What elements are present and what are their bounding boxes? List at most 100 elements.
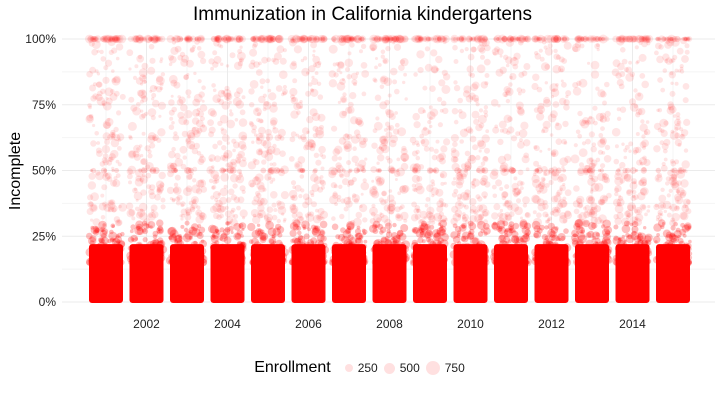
data-point (219, 44, 224, 49)
data-point (220, 127, 224, 131)
data-point (222, 155, 229, 162)
data-point (87, 194, 94, 201)
data-point (320, 180, 327, 187)
data-point (104, 251, 112, 259)
data-point (141, 62, 149, 70)
data-point (616, 107, 621, 112)
data-point (308, 255, 317, 263)
data-point (179, 145, 188, 154)
data-point (212, 231, 220, 239)
data-point (484, 44, 491, 52)
data-point (538, 109, 544, 115)
data-point (492, 193, 498, 199)
data-point (113, 36, 119, 42)
data-point (671, 173, 678, 180)
data-point (332, 39, 336, 43)
data-point (112, 35, 120, 43)
data-point (378, 146, 383, 150)
data-point (218, 253, 224, 260)
data-point (115, 243, 120, 248)
data-point (385, 131, 393, 139)
data-point (304, 259, 310, 266)
data-point (136, 54, 145, 63)
data-point (291, 34, 301, 44)
data-point (467, 259, 473, 265)
data-point (499, 234, 505, 241)
data-point (156, 75, 164, 83)
data-point (177, 233, 182, 238)
data-point (340, 244, 347, 252)
data-point (133, 191, 143, 201)
data-point (585, 138, 591, 145)
data-point (111, 78, 117, 83)
data-point (174, 239, 179, 244)
data-point (223, 149, 233, 159)
data-point (265, 78, 271, 84)
data-point (389, 67, 398, 76)
data-point (210, 195, 215, 200)
data-point (156, 186, 164, 194)
data-point (267, 88, 272, 93)
data-point (496, 248, 500, 252)
data-point (332, 148, 341, 156)
data-point (293, 45, 302, 54)
data-point (315, 159, 322, 166)
data-point (115, 256, 120, 261)
data-point (604, 81, 610, 88)
data-point (237, 140, 247, 150)
data-point (98, 260, 104, 265)
data-point (158, 171, 166, 180)
data-point (147, 66, 156, 75)
data-point (235, 100, 244, 109)
data-point (128, 260, 133, 265)
data-point (100, 167, 107, 174)
data-point (342, 178, 349, 186)
data-point (469, 205, 477, 212)
data-point (317, 113, 326, 122)
data-point (217, 192, 221, 196)
data-point (137, 243, 142, 247)
data-point (505, 56, 513, 64)
data-point (223, 152, 230, 159)
data-point (590, 168, 595, 173)
data-point (171, 259, 178, 266)
data-point (640, 119, 645, 124)
data-point (587, 61, 591, 65)
data-point (348, 179, 355, 186)
data-point (561, 81, 567, 88)
data-point (110, 179, 118, 187)
data-point (303, 246, 308, 251)
data-point (191, 202, 198, 209)
data-point (187, 95, 191, 99)
data-point (295, 35, 302, 43)
data-point (184, 256, 193, 265)
data-point (184, 260, 190, 265)
data-point (118, 259, 125, 266)
data-point (670, 234, 680, 244)
data-point (425, 197, 431, 202)
data-point (266, 259, 272, 264)
data-point (429, 116, 433, 120)
data-point (458, 256, 463, 260)
data-point (143, 34, 153, 44)
data-point (308, 82, 313, 87)
data-point (358, 234, 363, 239)
data-point (349, 219, 356, 226)
data-point (257, 228, 262, 233)
data-point (274, 35, 283, 43)
data-point (230, 194, 237, 201)
year-point-cluster-2014 (611, 34, 654, 303)
data-point (168, 150, 176, 159)
data-point (411, 227, 419, 234)
data-point (306, 138, 315, 148)
data-point (251, 199, 258, 206)
data-point (351, 194, 360, 203)
data-point (214, 197, 219, 202)
data-point (360, 43, 367, 50)
data-point (297, 239, 301, 243)
data-point (663, 120, 669, 126)
data-point (127, 121, 137, 131)
data-point (210, 235, 219, 244)
data-point (148, 258, 157, 267)
data-point (317, 61, 322, 66)
